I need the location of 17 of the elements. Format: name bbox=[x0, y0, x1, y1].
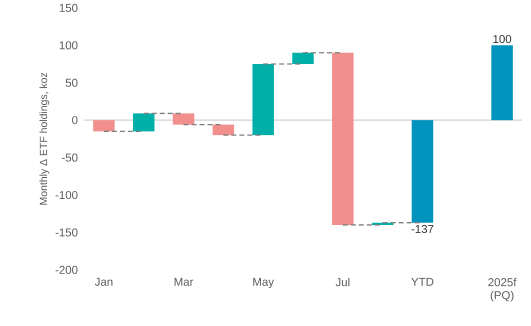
y-tick-label: 50 bbox=[66, 78, 78, 87]
x-tick-label: Jul bbox=[336, 278, 350, 286]
y-tick-label: 100 bbox=[60, 41, 78, 50]
y-tick-label: 150 bbox=[60, 4, 78, 12]
y-tick-label: -150 bbox=[56, 228, 78, 236]
x-tick-label: YTD bbox=[411, 278, 434, 286]
y-axis-title: Monthly Δ ETF holdings, koz bbox=[39, 72, 50, 204]
x-tick-label: 2025f (PQ) bbox=[488, 278, 516, 302]
x-tick-label: Mar bbox=[174, 278, 194, 286]
x-tick-label: Jan bbox=[94, 278, 112, 286]
data-label: -137 bbox=[412, 224, 434, 233]
y-tick-label: -50 bbox=[62, 153, 78, 162]
data-label: 100 bbox=[493, 34, 512, 43]
y-tick-label: -200 bbox=[56, 266, 78, 274]
y-tick-label: -100 bbox=[56, 190, 78, 199]
y-tick-label: 0 bbox=[72, 116, 78, 124]
x-tick-label: May bbox=[253, 278, 274, 288]
